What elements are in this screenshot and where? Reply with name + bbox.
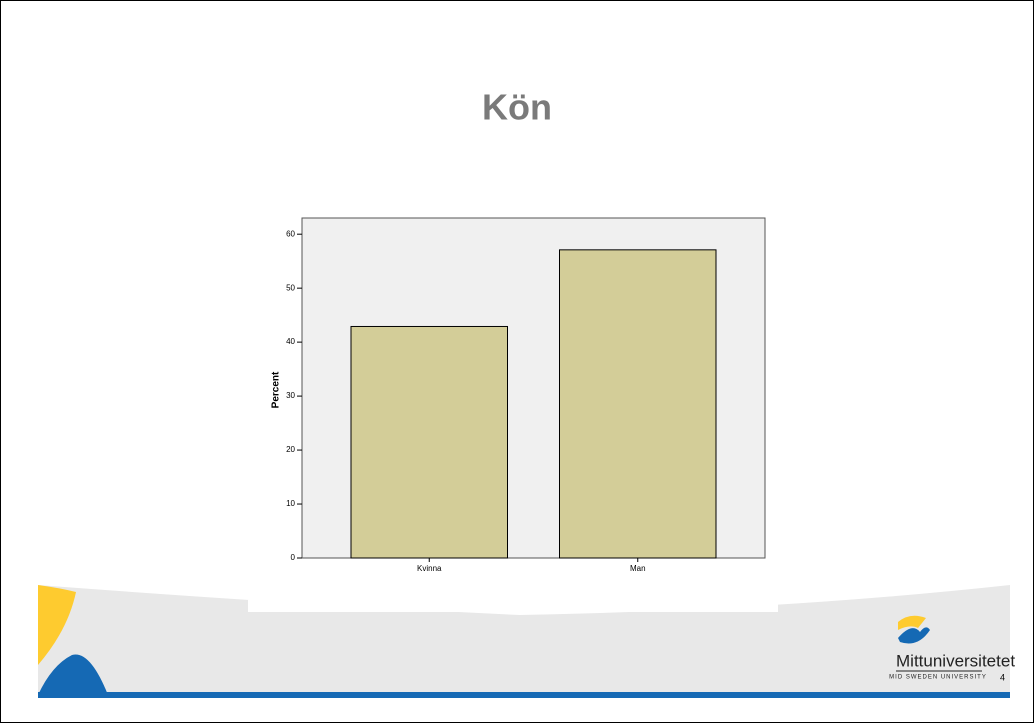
logo-blue bbox=[38, 654, 108, 695]
y-tick-label: 40 bbox=[286, 337, 295, 346]
bar bbox=[559, 249, 717, 559]
logo-mark-yellow bbox=[898, 615, 926, 630]
y-tick-label: 50 bbox=[286, 283, 295, 292]
y-axis-label: Percent bbox=[271, 371, 282, 408]
y-tick-label: 10 bbox=[286, 499, 295, 508]
logo-yellow bbox=[38, 585, 76, 665]
y-tick-label: 20 bbox=[286, 445, 295, 454]
x-tick-label: Man bbox=[630, 564, 646, 573]
footer-swoosh bbox=[38, 585, 1010, 695]
page-number: 4 bbox=[1000, 672, 1005, 682]
footer-line bbox=[38, 692, 1010, 698]
x-tick-label: Kvinna bbox=[417, 564, 442, 573]
logo-mark-blue bbox=[898, 627, 930, 644]
y-tick-label: 30 bbox=[286, 391, 295, 400]
footer-band bbox=[248, 600, 778, 612]
y-tick-label: 60 bbox=[286, 229, 295, 238]
y-tick-label: 0 bbox=[291, 553, 296, 562]
logo-sub: MID SWEDEN UNIVERSITY bbox=[889, 675, 987, 681]
logo-name: Mittuniversitetet bbox=[896, 651, 1015, 670]
slide-title: Kön bbox=[482, 87, 552, 128]
bar bbox=[350, 325, 508, 559]
